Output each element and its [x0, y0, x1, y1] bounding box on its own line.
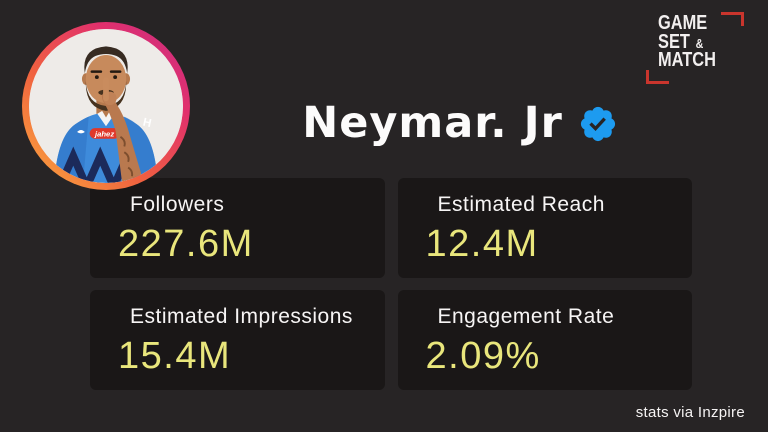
stat-value: 15.4M — [118, 335, 232, 377]
stat-label: Engagement Rate — [437, 305, 615, 328]
page-title: Neymar. Jr — [302, 98, 563, 148]
avatar: jahez H — [29, 29, 183, 183]
logo-corner-bracket-top-right — [721, 12, 744, 26]
stat-value: 12.4M — [425, 223, 539, 265]
brand-line-3: MATCH — [658, 49, 717, 72]
jersey-sponsor-badge — [89, 128, 120, 139]
stat-card-followers: Followers 227.6M — [90, 178, 385, 278]
sleeve-letter-text: H — [142, 117, 153, 130]
stat-card-engagement-rate: Engagement Rate 2.09% — [397, 290, 692, 390]
stat-label: Followers — [130, 193, 225, 216]
tattoo-marks — [119, 135, 134, 177]
brand-line-1: GAME — [658, 12, 708, 34]
jersey-sponsor-text: jahez — [94, 129, 114, 138]
logo-corner-bracket-bottom-left — [646, 70, 669, 84]
stat-card-estimated-impressions: Estimated Impressions 15.4M — [90, 290, 385, 390]
stat-value: 227.6M — [118, 223, 254, 265]
brand-logo: GAME SET & MATCH — [646, 12, 744, 84]
stat-value: 2.09% — [425, 335, 541, 377]
stat-card-estimated-reach: Estimated Reach 12.4M — [397, 178, 692, 278]
avatar-gradient-ring: jahez H — [22, 22, 190, 190]
stat-label: Estimated Impressions — [130, 305, 353, 328]
brand-logo-text: GAME SET & MATCH — [658, 12, 717, 72]
verified-badge-icon — [580, 106, 615, 142]
stats-source-credit: stats via Inzpire — [635, 404, 745, 421]
brand-ampersand: & — [695, 35, 704, 51]
stats-grid: Followers 227.6M Estimated Reach 12.4M E… — [90, 178, 692, 390]
brand-line-2: SET & — [658, 30, 704, 53]
puma-logo-mark — [77, 130, 85, 134]
profile-photo-illustration: jahez H — [29, 29, 183, 183]
header: Neymar. Jr — [230, 98, 690, 148]
stat-label: Estimated Reach — [437, 193, 605, 216]
